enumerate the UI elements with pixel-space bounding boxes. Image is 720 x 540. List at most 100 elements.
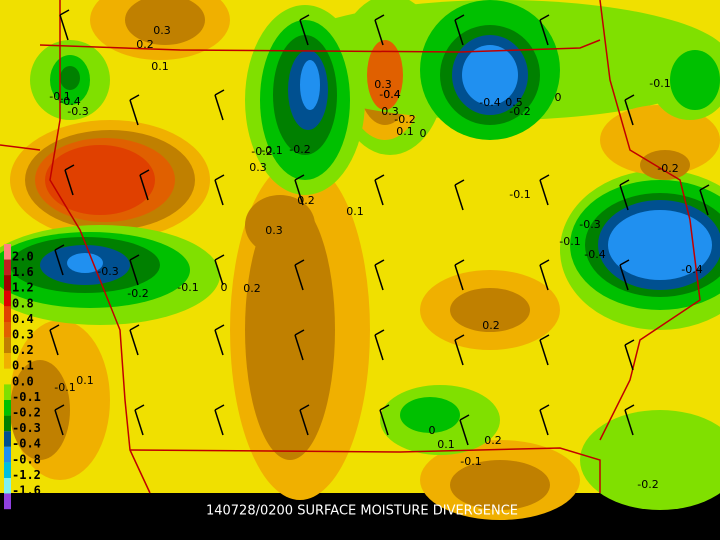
wind-barb-flag xyxy=(294,329,305,336)
contour-label: 0.1 xyxy=(76,374,94,387)
legend-swatch xyxy=(4,368,11,385)
wind-barb-flag xyxy=(624,404,635,411)
wind-barb xyxy=(54,409,64,436)
wind-barb-flag xyxy=(454,14,465,21)
contour-label: 0.1 xyxy=(396,125,414,138)
contour-label: -0.4 xyxy=(479,96,500,109)
contour-label: -0.4 xyxy=(59,95,80,108)
contour-label: -0.2 xyxy=(637,478,658,491)
legend-label: -2.0 xyxy=(12,499,41,513)
contour-label: 0.1 xyxy=(151,60,169,73)
wind-barb-flag xyxy=(129,94,140,101)
contour-label: 0.3 xyxy=(265,224,283,237)
wind-barb xyxy=(374,334,384,361)
wind-barb xyxy=(379,409,389,436)
wind-barb-flag xyxy=(454,259,465,266)
wind-barb-flag xyxy=(619,179,630,186)
contour-label: -0.2 xyxy=(509,105,530,118)
contour-label: -0.1 xyxy=(649,77,670,90)
wind-barb-flag xyxy=(454,179,465,186)
wind-barb-flag xyxy=(129,324,140,331)
legend-label: -1.2 xyxy=(12,468,41,482)
wind-barb xyxy=(299,409,309,436)
legend-swatch xyxy=(4,462,11,478)
wind-barb-flag xyxy=(454,334,465,341)
wind-barb xyxy=(214,329,224,356)
contour-label: -0.1 xyxy=(49,90,70,103)
wind-barb xyxy=(139,174,149,201)
contour-label: -0.1 xyxy=(177,281,198,294)
contour-label: -0.2 xyxy=(394,113,415,126)
legend-swatch xyxy=(4,400,11,416)
contour-label: -0.2 xyxy=(289,143,310,156)
legend-label: 0.0 xyxy=(12,374,34,388)
contour-label: -0.1 xyxy=(460,455,481,468)
wind-barb-flag xyxy=(214,174,225,181)
contour-label: 0.2 xyxy=(484,434,502,447)
wind-barb xyxy=(64,169,74,196)
contour-label: -0.4 xyxy=(584,248,605,261)
legend-swatch xyxy=(4,306,11,322)
map-title: 140728/0200 SURFACE MOISTURE DIVERGENCE xyxy=(206,504,518,519)
legend-swatch xyxy=(4,275,11,291)
wind-barb xyxy=(214,259,224,286)
wind-barb xyxy=(454,184,464,211)
contour-label: 0.3 xyxy=(249,161,267,174)
wind-barb-flag xyxy=(294,174,305,181)
legend-label: -1.6 xyxy=(12,484,41,498)
wind-barb-flag xyxy=(129,254,140,261)
wind-barb-flag xyxy=(539,404,550,411)
contour-label: 0 xyxy=(420,127,427,140)
legend-label: 1.6 xyxy=(12,265,34,279)
wind-barb-flag xyxy=(59,9,70,16)
legend-swatch xyxy=(4,322,11,338)
wind-barb xyxy=(59,14,69,41)
contour-label: -0.1 xyxy=(261,144,282,157)
contour-label: -0.4 xyxy=(681,263,702,276)
wind-barb-flag xyxy=(134,404,145,411)
wind-barb xyxy=(624,99,634,126)
legend-label: 0.1 xyxy=(12,359,34,373)
legend-label: 0.3 xyxy=(12,328,34,342)
contour-label: 0.1 xyxy=(346,205,364,218)
legend-label: -0.4 xyxy=(12,437,41,451)
wind-barb-flag xyxy=(49,324,60,331)
legend-label: -0.2 xyxy=(12,406,41,420)
wind-barb xyxy=(454,339,464,366)
wind-barb-flag xyxy=(539,259,550,266)
wind-barb-flag xyxy=(299,404,310,411)
legend-label: -0.8 xyxy=(12,452,41,466)
legend-label: 1.2 xyxy=(12,281,34,295)
contour-label: -0.3 xyxy=(97,265,118,278)
contour-label: -0.1 xyxy=(54,381,75,394)
wind-barb-flag xyxy=(539,334,550,341)
contour-label: 0.3 xyxy=(374,78,392,91)
legend-label: 0.2 xyxy=(12,343,34,357)
legend-swatch xyxy=(4,290,11,307)
legend-label: -0.3 xyxy=(12,421,41,435)
wind-barb-flag xyxy=(214,89,225,96)
legend-swatch xyxy=(4,384,11,400)
contour-label: 0.3 xyxy=(153,24,171,37)
contour-label: 0.2 xyxy=(297,194,315,207)
contour-label: -0.4 xyxy=(379,88,400,101)
contour-label: 0 xyxy=(555,91,562,104)
wind-barb xyxy=(374,19,384,46)
wind-barb xyxy=(129,259,139,286)
wind-barb xyxy=(214,409,224,436)
wind-barb xyxy=(539,179,549,206)
contour-label: 0.2 xyxy=(243,282,261,295)
wind-barb-flag xyxy=(214,254,225,261)
wind-barb-flag xyxy=(699,184,710,191)
legend-label: 0.4 xyxy=(12,312,34,326)
wind-barb xyxy=(454,264,464,291)
state-borders xyxy=(0,0,701,494)
contour-label: -0.2 xyxy=(127,287,148,300)
wind-barb xyxy=(539,19,549,46)
contour-label: 0.2 xyxy=(482,319,500,332)
legend-swatch xyxy=(4,337,11,354)
contour-label: 0 xyxy=(221,281,228,294)
contour-label: -0.3 xyxy=(67,105,88,118)
contour-label: -0.2 xyxy=(657,162,678,175)
